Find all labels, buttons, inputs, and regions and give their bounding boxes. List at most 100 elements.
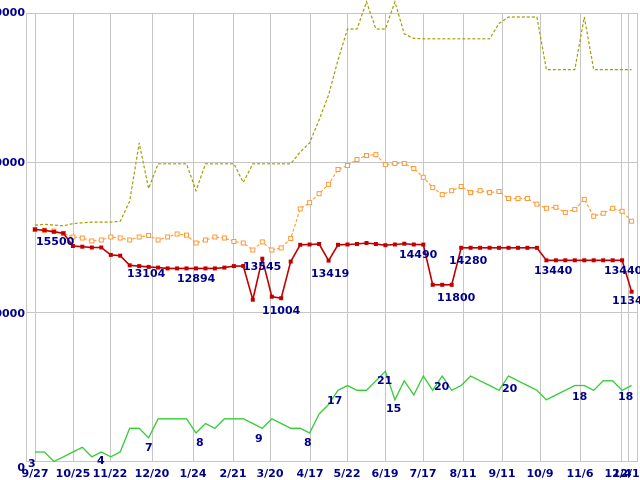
data-label-17: 17 [327,394,342,407]
hollow-square-marker [127,237,133,243]
y-tick-label: 10000 [0,307,25,320]
hollow-square-marker [231,239,237,244]
hollow-square-marker [203,237,208,243]
y-tick-label: 30000 [0,6,25,19]
filled-square-marker [80,244,85,249]
filled-square-marker [222,265,227,270]
filled-square-marker [212,266,217,271]
hollow-square-marker [430,185,436,191]
data-label-20: 20 [434,380,450,393]
filled-square-marker [33,227,37,232]
series-dark-red-solid [33,227,634,302]
hollow-square-marker [392,161,398,166]
filled-square-marker [392,242,397,247]
filled-square-marker [430,282,435,287]
hollow-square-marker [221,235,227,241]
hollow-square-marker [373,152,379,158]
filled-square-marker [534,245,539,250]
hollow-square-marker [250,247,256,253]
hollow-square-marker [108,234,114,240]
filled-square-marker [421,242,426,247]
hollow-square-marker [165,234,171,240]
hollow-square-marker [524,196,530,201]
hollow-square-marker [70,234,76,240]
filled-square-marker [525,245,530,250]
hollow-square-marker [411,166,417,171]
hollow-square-marker [212,234,218,240]
x-tick-label: 9/11 [489,467,516,480]
hollow-square-marker [155,237,161,243]
hollow-square-marker [610,205,616,211]
hollow-square-marker [553,204,559,210]
hollow-square-marker [572,206,578,212]
filled-square-marker [156,265,161,270]
hollow-square-marker [297,206,303,212]
filled-square-marker [146,264,151,269]
filled-square-marker [194,266,198,271]
filled-square-marker [544,258,549,263]
x-tick-label: 2/21 [220,467,247,480]
hollow-square-marker [98,237,104,243]
y-tick-label: 0 [17,461,25,474]
y-axis-labels: 30000 20000 10000 0 [0,6,25,474]
filled-square-marker [137,264,142,269]
filled-square-marker [582,258,587,263]
hollow-square-marker [316,191,322,197]
data-label-15: 15 [386,402,401,415]
data-label-8: 8 [196,436,204,449]
hollow-square-marker [439,192,445,198]
x-tick-label: 11/6 [567,467,594,480]
hollow-square-marker [259,239,265,245]
data-label-8: 8 [304,436,312,449]
x-tick-label: 12/4 [605,467,632,480]
x-tick-label: 12/11 [613,467,640,480]
x-tick-label: 8/11 [450,467,477,480]
x-tick-label: 4/17 [297,467,324,480]
filled-square-marker [89,245,94,250]
data-label-3: 3 [28,457,36,470]
gridlines [26,13,637,461]
hollow-square-marker [420,174,426,180]
filled-square-marker [468,245,473,250]
filled-square-marker [411,242,416,247]
data-label-13440: 13440 [534,264,573,277]
hollow-square-marker [562,209,568,215]
filled-square-marker [553,258,558,263]
x-tick-label: 10/9 [527,467,554,480]
filled-square-marker [326,258,331,263]
hollow-square-marker [506,196,511,201]
filled-square-marker [449,282,454,287]
hollow-square-marker [307,200,313,206]
data-label-11004: 11004 [262,304,301,317]
filled-square-marker [440,282,445,287]
hollow-square-marker [79,235,85,241]
hollow-square-marker [534,201,540,207]
hollow-square-marker [581,196,587,202]
x-tick-label: 12/20 [135,467,170,480]
data-label-14280: 14280 [449,254,488,267]
hollow-square-marker [193,240,199,246]
series-line-green-solid [35,370,632,463]
hollow-square-marker [600,210,606,216]
data-label-20: 20 [502,382,518,395]
series-line-dark-red-solid [34,228,633,300]
hollow-square-marker [449,188,455,194]
data-label-12894: 12894 [177,272,216,285]
filled-square-marker [336,242,340,247]
x-tick-label: 5/22 [334,467,361,480]
hollow-square-marker [146,233,152,238]
series-dark-yellow-dashed [34,0,632,227]
x-tick-label: 1/24 [180,467,207,480]
x-tick-label: 9/27 [22,467,49,480]
data-label-7: 7 [145,441,153,454]
x-tick-label: 10/25 [56,467,91,480]
filled-square-marker [478,245,483,250]
filled-square-marker [307,242,312,247]
filled-square-marker [601,258,606,263]
hollow-square-marker [326,181,332,187]
x-tick-label: 7/17 [410,467,437,480]
hollow-square-marker [382,162,388,168]
filled-square-marker [355,242,359,246]
filled-square-marker [459,245,464,250]
